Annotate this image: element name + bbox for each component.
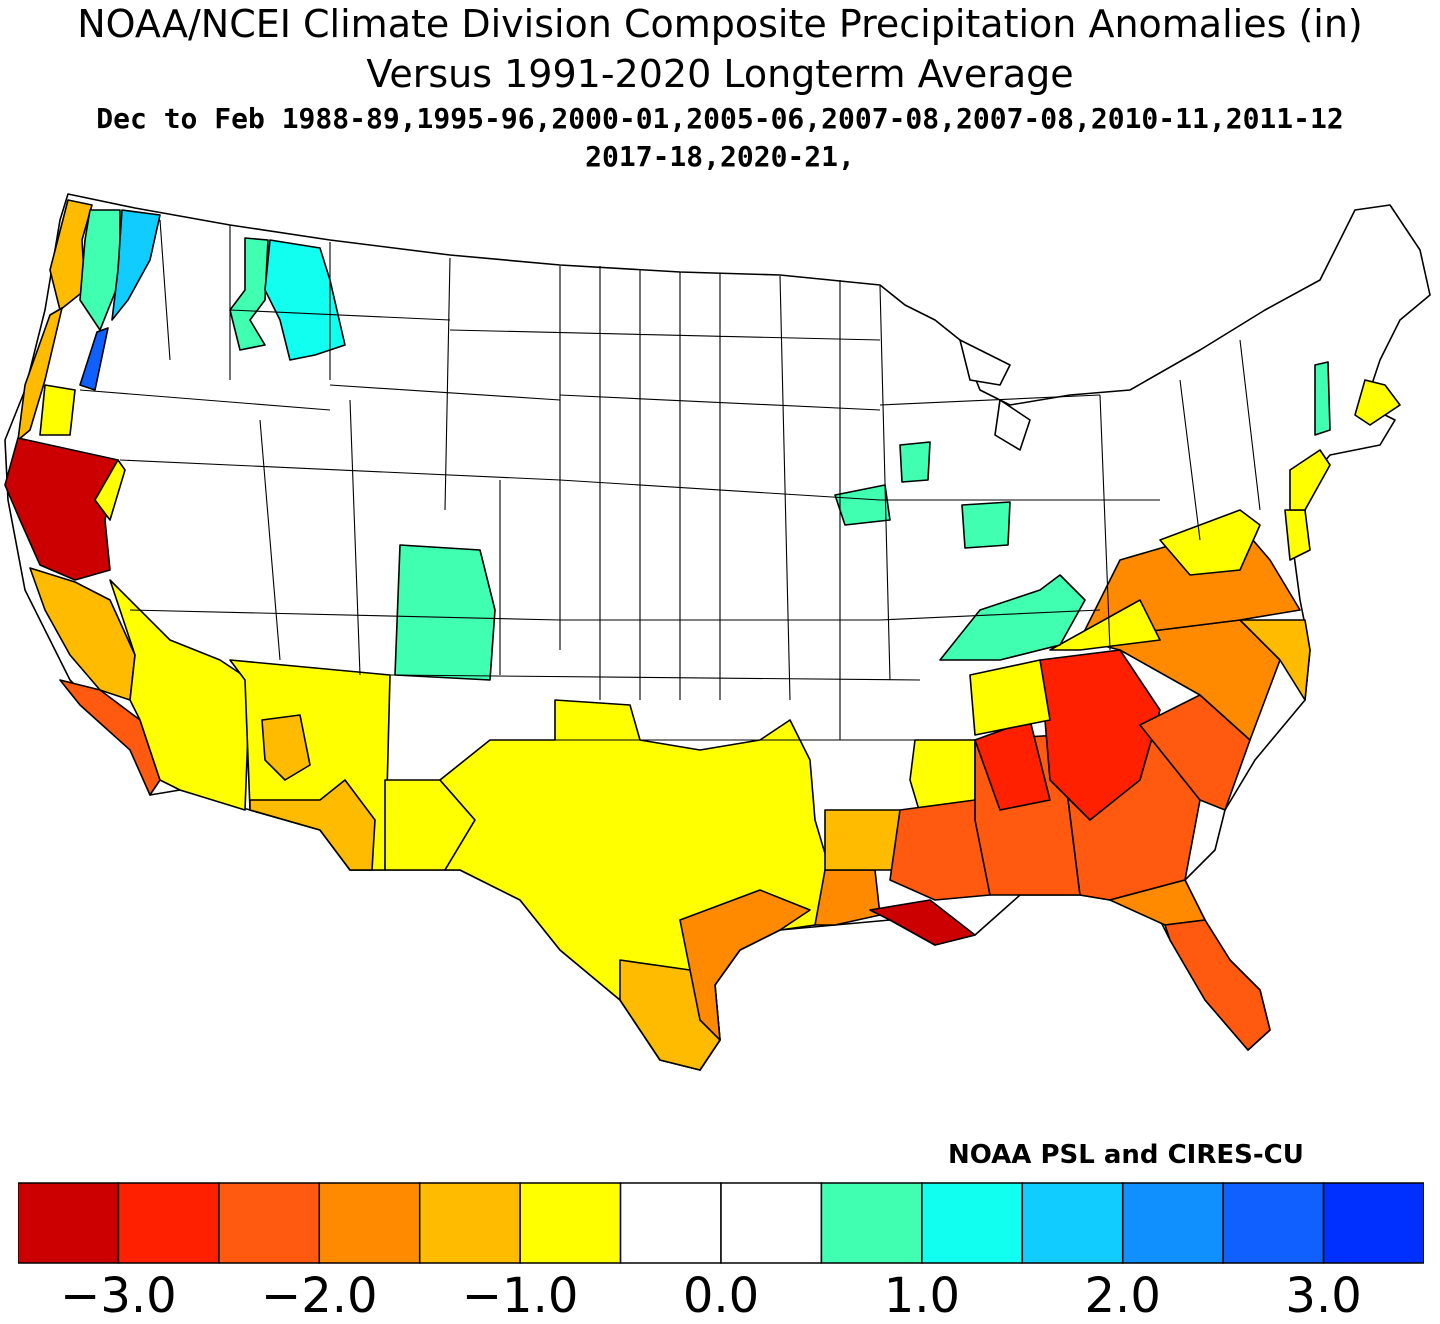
legend-swatch-11	[1121, 1182, 1224, 1264]
region-delmarva	[1284, 509, 1311, 561]
composite-years-line2: 2017-18,2020-21,	[585, 140, 855, 173]
legend-swatch-9	[921, 1182, 1024, 1264]
region-northern-louisiana	[824, 809, 901, 871]
region-tennessee	[969, 659, 1051, 736]
legend-swatch-13	[1322, 1182, 1424, 1264]
region-vermont	[1314, 361, 1331, 436]
legend-tick-label: −1.0	[461, 1268, 579, 1324]
region-north-carolina-coast	[1239, 619, 1311, 701]
legend-swatch-5	[519, 1182, 622, 1264]
region-southeast-california	[109, 579, 251, 811]
region-kentucky	[939, 574, 1086, 661]
legend-swatch-8	[820, 1182, 923, 1264]
region-southern-arizona	[249, 779, 376, 871]
legend-tick-label: −2.0	[261, 1268, 378, 1324]
region-mississippi-coast	[889, 799, 991, 901]
region-new-jersey	[1289, 449, 1331, 511]
legend-swatch-7	[720, 1182, 823, 1264]
legend-swatch-10	[1021, 1182, 1124, 1264]
region-florida-peninsula	[1164, 919, 1271, 1051]
legend-tick-label: 2.0	[1084, 1268, 1161, 1324]
region-oregon-coast	[17, 307, 63, 441]
legend-swatch-3	[318, 1182, 421, 1264]
division-boundaries	[79, 219, 1261, 741]
region-east-tennessee	[1049, 599, 1161, 651]
legend-swatch-6	[619, 1182, 722, 1264]
color-legend-ticks: −3.0 −2.0 −1.0 0.0 1.0 2.0 3.0	[0, 1268, 1440, 1324]
composite-years-line1: Dec to Feb 1988-89,1995-96,2000-01,2005-…	[96, 102, 1344, 135]
us-climate-division-map	[4, 193, 1431, 1071]
region-south-carolina	[1139, 694, 1251, 811]
region-northern-illinois	[899, 441, 931, 483]
region-washington-cascades	[111, 209, 161, 321]
region-western-montana	[264, 239, 346, 361]
region-southeast-louisiana	[869, 899, 976, 946]
legend-swatch-4	[418, 1182, 521, 1264]
region-washington-sound	[79, 327, 109, 391]
region-southwest-louisiana	[814, 869, 881, 926]
map-subtitle: Versus 1991-2020 Longterm Average	[366, 52, 1074, 96]
region-iowa	[834, 484, 891, 526]
region-upper-texas-coast	[679, 889, 811, 1041]
legend-tick-label: 1.0	[883, 1268, 961, 1324]
region-southern-oregon	[39, 384, 76, 436]
color-legend-bar	[18, 1182, 1424, 1264]
great-lakes	[959, 339, 1031, 451]
region-california-sierra	[94, 459, 126, 521]
region-indiana	[961, 501, 1011, 549]
credit-text: NOAA PSL and CIRES-CU	[948, 1140, 1304, 1170]
region-mid-atlantic	[1159, 509, 1261, 576]
legend-tick-label: 3.0	[1285, 1268, 1362, 1324]
legend-tick-label: −3.0	[60, 1268, 177, 1324]
region-southern-california-coast	[59, 679, 161, 796]
map-title: NOAA/NCEI Climate Division Composite Pre…	[77, 2, 1363, 46]
legend-swatch-2	[218, 1182, 321, 1264]
region-washington-lowlands	[79, 209, 121, 331]
region-northern-idaho	[229, 237, 269, 351]
region-central-arizona	[261, 714, 311, 781]
legend-swatch-12	[1222, 1182, 1325, 1264]
legend-swatch-0	[18, 1182, 120, 1264]
region-massachusetts	[1354, 379, 1401, 426]
legend-swatch-1	[117, 1182, 220, 1264]
legend-tick-label: 0.0	[682, 1268, 760, 1324]
region-western-colorado	[394, 544, 496, 681]
